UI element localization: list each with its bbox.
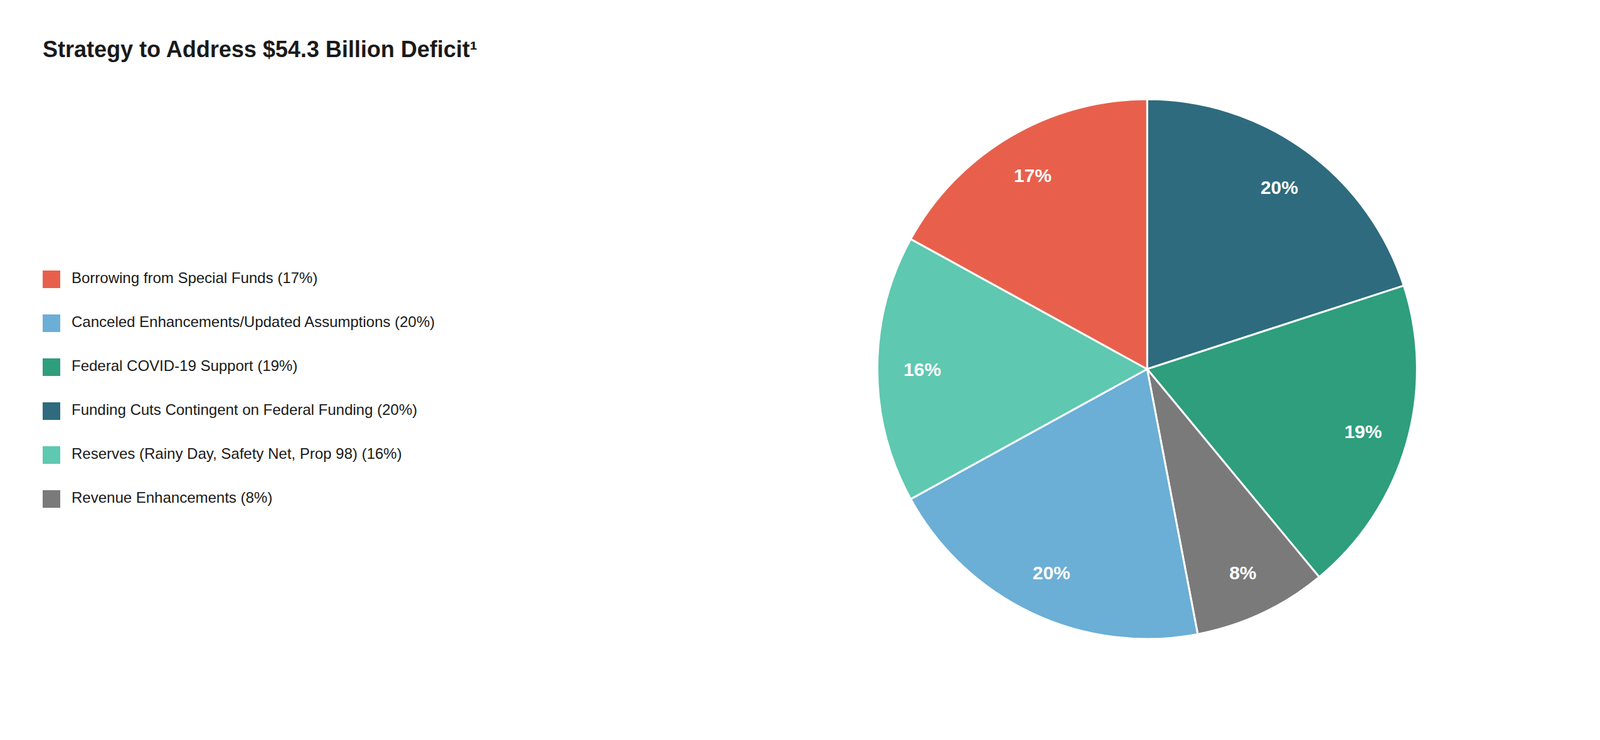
html-text:Funding Cuts Contingent on Fed: Funding Cuts Contingent on Federal Fundi… [71, 400, 418, 418]
svg-text:20%: 20% [1260, 176, 1299, 198]
html-text:Federal COVID-19 Support (19%): Federal COVID-19 Support (19%) [71, 357, 298, 374]
svg-text:16%: 16% [903, 358, 942, 380]
html-text:Canceled Enhancements/Updated: Canceled Enhancements/Updated Assumption… [71, 313, 435, 331]
svg-text:20%: 20% [1032, 562, 1071, 583]
svg-text:19%: 19% [1344, 421, 1382, 442]
svg-text:17%: 17% [1013, 165, 1052, 186]
html-text:Reserves (Rainy Day, Safety Ne: Reserves (Rainy Day, Safety Net, Prop 98… [71, 444, 402, 462]
html-text:Borrowing from Special Funds (: Borrowing from Special Funds (17%) [71, 269, 318, 287]
svg-text:8%: 8% [1229, 562, 1257, 583]
html-text:Revenue Enhancements (8%): Revenue Enhancements (8%) [71, 488, 273, 506]
html-text:Strategy to Address $54.3 Bill: Strategy to Address $54.3 Billion Defici… [42, 36, 478, 63]
